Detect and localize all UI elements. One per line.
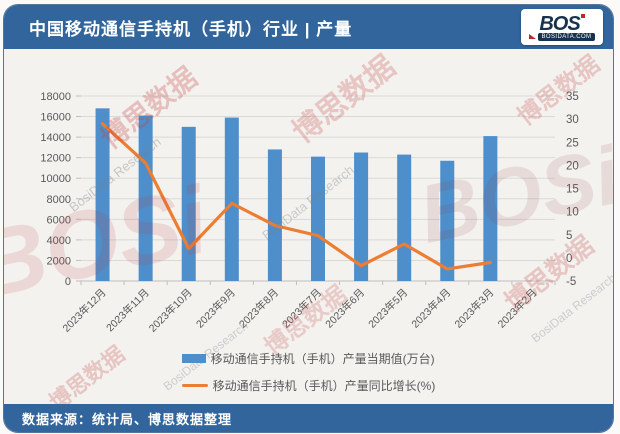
x-axis-label: 2023年3月	[452, 286, 497, 331]
bosi-logo: BOS BOSIDATA.COM	[521, 9, 603, 45]
x-axis-label: 2023年10月	[146, 286, 195, 335]
page-title: 中国移动通信手持机（手机）行业 | 产量	[29, 19, 353, 39]
production-bar	[483, 136, 498, 281]
bosi-logo-text: BOS	[539, 14, 584, 34]
right-axis-label: 30	[566, 114, 579, 126]
left-axis-label: 16000	[40, 112, 71, 124]
right-axis-label: 5	[566, 230, 572, 242]
right-axis-label: 0	[566, 253, 572, 265]
legend-item-line: 移动通信手持机（手机）产量同比增长(%)	[181, 377, 436, 394]
right-axis-label: 20	[566, 160, 579, 172]
logo-triangle-icon	[528, 34, 536, 39]
chart-area: 0 2000 4000 6000 8000 10000 12000 14000 16000 180…	[4, 49, 613, 404]
legend-line-label: 移动通信手持机（手机）产量同比增长(%)	[212, 379, 436, 393]
right-axis-label: 15	[566, 184, 579, 196]
production-bar	[440, 160, 455, 281]
right-axis-label: 10	[566, 207, 579, 219]
x-axis-label: 2023年8月	[236, 286, 281, 331]
x-axis-label: 2023年6月	[323, 286, 368, 331]
production-bar	[311, 156, 325, 281]
production-bar	[138, 115, 153, 282]
production-bar	[224, 117, 239, 281]
growth-line	[100, 122, 492, 271]
logo-site-text: BOSIDATA.COM	[537, 32, 596, 41]
legend-item-bar: 移动通信手持机（手机）产量当期值(万台)	[181, 350, 435, 367]
footer-bar: 数据来源：统计局、博思数据整理	[4, 404, 613, 432]
left-axis-label: 12000	[40, 153, 71, 165]
left-axis-label: 0	[65, 276, 71, 288]
x-axis-label: 2023年2月	[495, 286, 540, 331]
header-bar: 中国移动通信手持机（手机）行业 | 产量 BOS BOSIDATA.COM	[4, 5, 613, 49]
left-axis-label: 10000	[40, 173, 71, 185]
x-axis-label: 2023年5月	[366, 286, 411, 331]
data-source-text: 数据来源：统计局、博思数据整理	[22, 411, 233, 427]
chart-legend: 移动通信手持机（手机）产量当期值(万台) 移动通信手持机（手机）产量同比增长(%…	[4, 350, 613, 394]
x-axis-label: 2023年12月	[60, 286, 109, 335]
production-bar	[354, 152, 369, 281]
right-axis-label: 35	[566, 91, 579, 103]
right-axis-label: -5	[566, 276, 576, 288]
left-axis-label: 14000	[40, 132, 71, 144]
left-axis-label: 4000	[47, 235, 71, 247]
left-axis-label: 2000	[47, 255, 71, 267]
production-bar	[181, 126, 196, 281]
x-axis-label: 2023年11月	[103, 286, 151, 334]
x-axis-label: 2023年7月	[279, 286, 324, 331]
production-chart: 0 2000 4000 6000 8000 10000 12000 14000 16000 180…	[40, 91, 579, 335]
line-series-swatch	[181, 383, 208, 388]
x-axis-label: 2023年9月	[193, 286, 238, 331]
right-axis-label: 25	[566, 137, 579, 149]
x-axis-label: 2023年4月	[409, 286, 454, 331]
production-bar	[397, 154, 412, 281]
production-bar	[267, 149, 282, 281]
legend-bar-label: 移动通信手持机（手机）产量当期值(万台)	[210, 352, 435, 366]
left-axis-label: 6000	[47, 214, 71, 226]
bar-series-swatch	[181, 354, 206, 363]
left-axis-label: 18000	[40, 91, 71, 103]
left-axis-label: 8000	[47, 194, 71, 206]
production-bar	[95, 108, 110, 281]
